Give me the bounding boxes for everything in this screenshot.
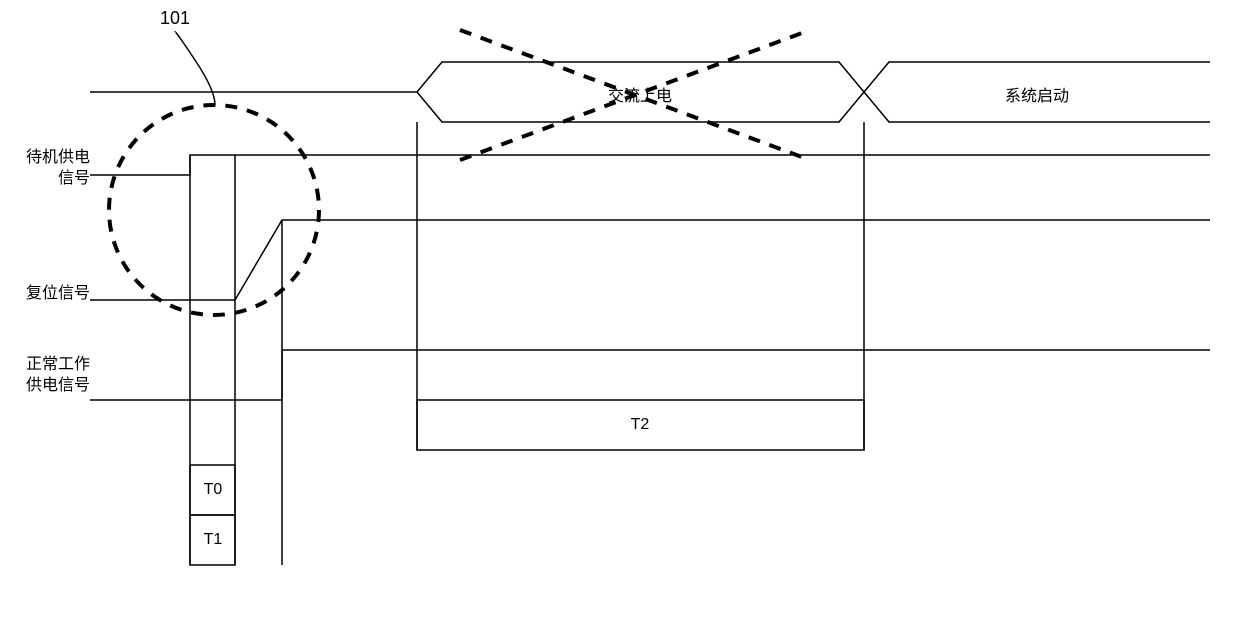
label-standby-signal: 待机供电 信号 xyxy=(10,148,90,190)
reset-signal-line xyxy=(90,220,1210,300)
callout-label: 101 xyxy=(160,8,190,29)
label-reset-signal: 复位信号 xyxy=(10,284,90,305)
callout-circle xyxy=(109,105,319,315)
label-normal-signal: 正常工作 供电信号 xyxy=(10,355,90,397)
callout-curve xyxy=(175,32,215,105)
standby-signal-line xyxy=(90,155,1210,175)
phase-ac-power-label: 交流上电 xyxy=(608,82,672,106)
t1-label: T1 xyxy=(201,531,225,549)
t2-label: T2 xyxy=(628,416,652,434)
normal-signal-line xyxy=(90,350,1210,400)
t0-label: T0 xyxy=(201,481,225,499)
phase-system-start-label: 系统启动 xyxy=(1005,82,1069,106)
